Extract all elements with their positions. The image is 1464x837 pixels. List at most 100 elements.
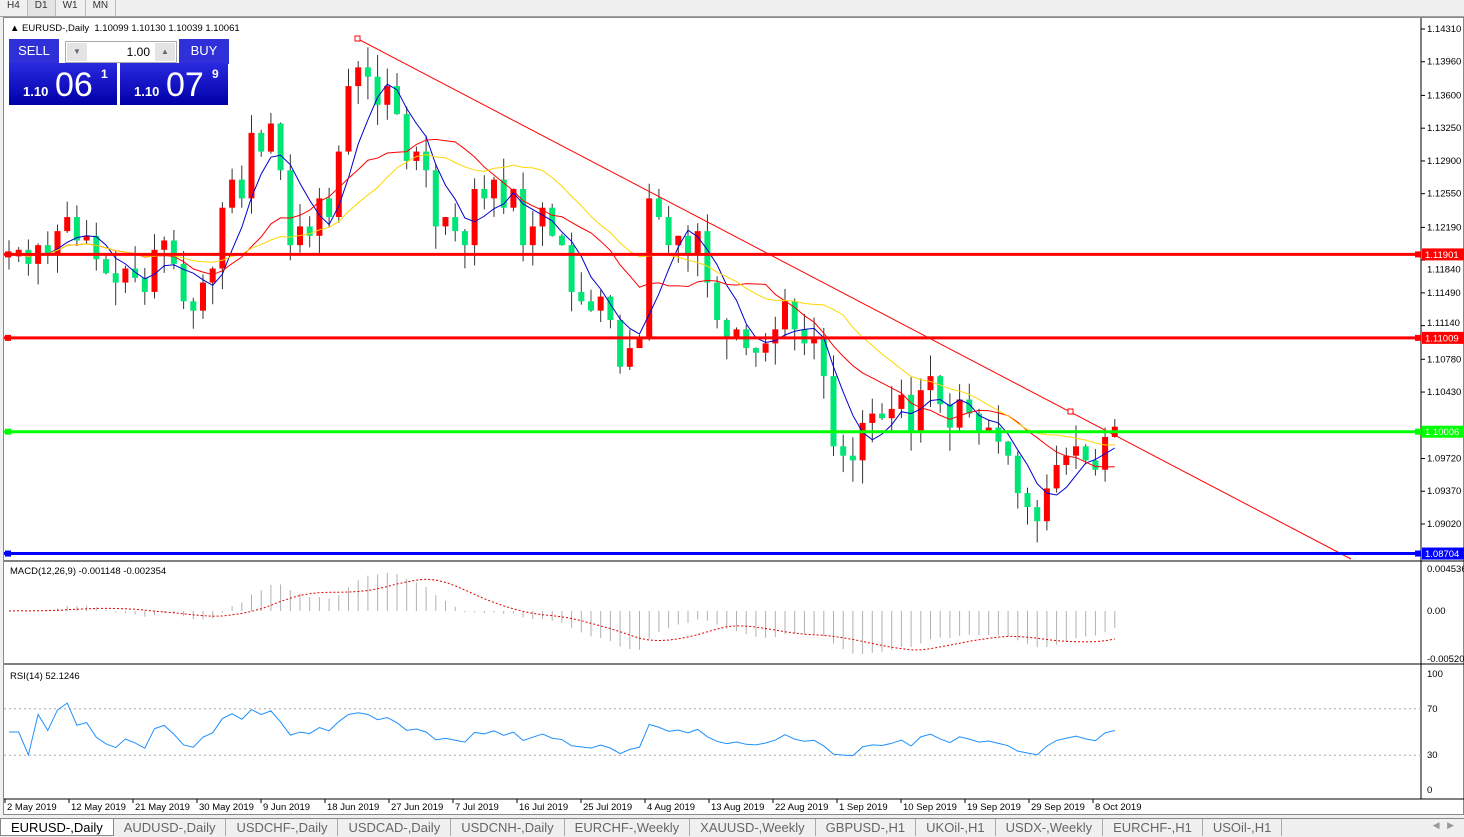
candle-body — [394, 86, 400, 115]
candle-body — [423, 151, 430, 171]
candle-body — [170, 240, 177, 264]
date-tick-label: 19 Sep 2019 — [967, 802, 1021, 813]
lot-value[interactable]: 1.00 — [126, 45, 150, 59]
level-price-tag — [1422, 547, 1464, 560]
price-tick-label: 1.13600 — [1427, 90, 1461, 101]
candle-body — [568, 245, 575, 292]
date-tick-label: 10 Sep 2019 — [903, 802, 957, 813]
chart-tab[interactable]: AUDUSD-,Daily — [114, 819, 227, 836]
trendline-anchor — [1067, 408, 1074, 415]
date-tick-label: 21 May 2019 — [135, 802, 190, 813]
candle-body — [1082, 446, 1089, 461]
candle-body — [985, 427, 992, 433]
candle-body — [588, 301, 594, 311]
candle-body — [306, 226, 313, 236]
timeframe-h4[interactable]: H4 — [0, 0, 28, 16]
price-tick-label: 1.14310 — [1427, 24, 1461, 35]
collapse-arrow-icon[interactable]: ▲ — [10, 23, 20, 34]
candle-body — [316, 198, 323, 236]
candle-body — [956, 399, 963, 428]
candle-body — [685, 235, 691, 255]
candle-body — [782, 301, 788, 330]
ma-slow-line — [8, 154, 1115, 446]
chart-tab[interactable]: USDCHF-,Daily — [226, 819, 339, 836]
level-handle — [1415, 251, 1421, 258]
macd-label: MACD(12,26,9) -0.001148 -0.002354 — [10, 566, 166, 577]
buy-price-prefix: 1.10 — [134, 84, 160, 99]
candle-body — [277, 123, 284, 171]
macd-axis-label: 0.00 — [1427, 606, 1446, 617]
price-tick-label: 1.12190 — [1427, 222, 1461, 233]
date-tick-label: 29 Sep 2019 — [1031, 802, 1085, 813]
chart-tab[interactable]: EURCHF-,H1 — [1103, 819, 1203, 836]
candle-body — [219, 207, 226, 269]
candle-body — [83, 235, 90, 241]
sell-price[interactable]: 1.10 06 1 — [9, 63, 117, 105]
candle-body — [481, 189, 488, 199]
candle-body — [937, 376, 944, 405]
candle-body — [200, 282, 206, 311]
date-tick-label: 25 Jul 2019 — [583, 802, 632, 813]
candle-body — [733, 329, 740, 339]
chart-tab[interactable]: USDCNH-,Daily — [451, 819, 565, 836]
buy-button[interactable]: BUY — [179, 39, 229, 64]
timeframe-mn[interactable]: MN — [86, 0, 117, 16]
candle-body — [258, 132, 265, 152]
buy-price[interactable]: 1.10 07 9 — [120, 63, 228, 105]
candle-body — [879, 413, 885, 419]
candle-body — [161, 240, 168, 250]
chart-tab[interactable]: USDX-,Weekly — [996, 819, 1104, 836]
timeframe-bar: H4 D1 W1 MN — [0, 0, 1464, 17]
chart-tab[interactable]: UKOil-,H1 — [916, 819, 996, 836]
level-handle — [1415, 334, 1421, 341]
level-handle — [5, 251, 11, 258]
date-tick-label: 4 Aug 2019 — [647, 802, 695, 813]
level-handle — [5, 334, 11, 341]
level-price-label: 1.10006 — [1425, 427, 1459, 438]
price-tick-label: 1.11490 — [1427, 288, 1461, 299]
chart-tab[interactable]: GBPUSD-,H1 — [816, 819, 917, 836]
chart-tab[interactable]: USDCAD-,Daily — [338, 819, 452, 836]
candle-body — [578, 291, 585, 302]
price-tick-label: 1.10780 — [1427, 354, 1461, 365]
buy-price-pip: 9 — [212, 67, 219, 81]
candle-body — [1014, 455, 1021, 494]
candle-body — [714, 282, 721, 321]
chart-tab[interactable]: EURUSD-,Daily — [0, 819, 114, 836]
candle-body — [626, 348, 633, 367]
lot-increase-icon[interactable]: ▲ — [155, 43, 175, 61]
price-tick-label: 1.09020 — [1427, 519, 1461, 530]
timeframe-w1[interactable]: W1 — [56, 0, 86, 16]
rsi-axis-label: 0 — [1427, 785, 1432, 796]
candle-body — [946, 404, 953, 428]
candle-body — [849, 455, 856, 461]
lot-decrease-icon[interactable]: ▼ — [67, 43, 87, 61]
sell-button[interactable]: SELL — [9, 39, 59, 64]
candle-body — [190, 301, 197, 311]
candle-body — [151, 249, 158, 292]
rsi-axis-label: 30 — [1427, 750, 1438, 761]
price-tick-label: 1.09370 — [1427, 486, 1461, 497]
candle-body — [1053, 465, 1060, 489]
candle-body — [995, 427, 1002, 442]
chart-tab[interactable]: EURCHF-,Weekly — [565, 819, 691, 836]
candle-body — [54, 231, 61, 255]
date-tick-label: 12 May 2019 — [71, 802, 126, 813]
chart-canvas[interactable]: 1.14310 1.13960 1.13600 1.13250 1.12900 1.125… — [4, 18, 1464, 816]
chart-tab[interactable]: USOil-,H1 — [1203, 819, 1283, 836]
tab-scroll-arrows-icon[interactable]: ◀ ▶ — [1432, 820, 1454, 830]
candle-body — [636, 338, 643, 349]
rsi-label: RSI(14) 52.1246 — [10, 671, 80, 682]
level-handle — [5, 550, 11, 557]
timeframe-d1[interactable]: D1 — [27, 0, 56, 16]
date-tick-label: 22 Aug 2019 — [775, 802, 828, 813]
candle-body — [141, 277, 148, 292]
candle-body — [723, 320, 730, 339]
candle-body — [180, 263, 187, 302]
chart-tab[interactable]: XAUUSD-,Weekly — [690, 819, 816, 836]
lot-size-stepper[interactable]: ▼ 1.00 ▲ — [65, 41, 177, 63]
date-tick-label: 1 Sep 2019 — [839, 802, 888, 813]
chart-window[interactable]: 1.14310 1.13960 1.13600 1.13250 1.12900 1.125… — [3, 17, 1464, 815]
date-tick-label: 2 May 2019 — [7, 802, 57, 813]
trendline — [357, 38, 1352, 560]
